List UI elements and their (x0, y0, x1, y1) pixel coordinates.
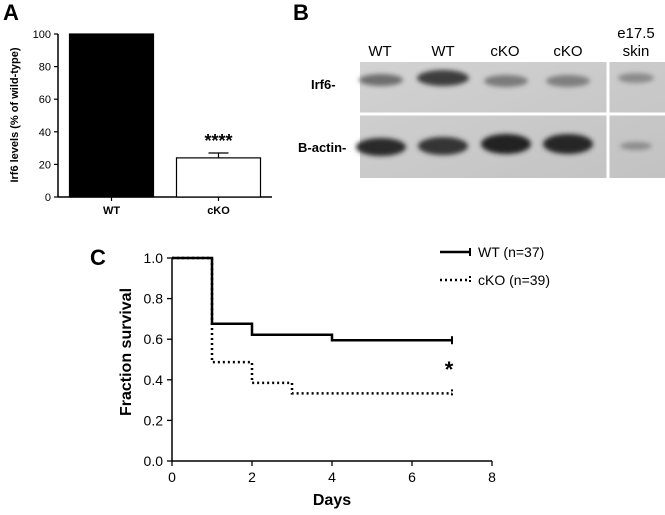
y-axis-label-a: Irf6 levels (% of wild-type) (9, 47, 21, 182)
significance-c: * (445, 357, 454, 382)
y-tick-label-c: 1.0 (144, 250, 164, 266)
legend-label-cko: cKO (n=39) (478, 272, 550, 288)
category-label: cKO (207, 205, 230, 217)
panel-c-label: C (90, 245, 106, 270)
band-actin-skin (620, 142, 652, 150)
panel-a-label: A (3, 0, 19, 25)
y-axis-label-c: Fraction survival (118, 288, 135, 416)
band-irf6-1 (359, 74, 403, 86)
band-actin-1 (356, 138, 406, 156)
lane-label-skin-2: skin (623, 43, 650, 60)
band-irf6-3 (484, 75, 528, 87)
legend-c: WT (n=37) cKO (n=39) (440, 244, 550, 288)
panel-b-label: B (293, 0, 309, 25)
lane-label-3: cKO (490, 43, 519, 60)
y-tick-label-a: 60 (39, 94, 51, 106)
lane-label-skin-1: e17.5 (617, 25, 655, 42)
row-label-irf6: Irf6- (311, 77, 336, 92)
x-tick-label-c: 0 (168, 469, 176, 485)
x-tick-label-c: 6 (408, 469, 416, 485)
survival-chart-c: Fraction survival Days * WT (n=37) cKO (… (118, 244, 550, 509)
y-tick-label-a: 40 (39, 127, 51, 139)
legend-label-wt: WT (n=37) (478, 244, 544, 260)
bar (175, 157, 262, 198)
bar (68, 33, 155, 198)
y-tick-label-c: 0.2 (144, 412, 164, 428)
row-label-actin: B-actin- (298, 140, 346, 155)
band-actin-4 (543, 134, 593, 154)
band-irf6-skin (618, 73, 654, 83)
y-tick-label-c: 0.4 (144, 372, 164, 388)
y-tick-label-c: 0.6 (144, 331, 164, 347)
y-tick-label-c: 0.0 (144, 453, 164, 469)
bar-chart-a: Irf6 levels (% of wild-type) 0 20 40 60 80 10… (9, 29, 272, 217)
y-tick-label-a: 0 (45, 192, 51, 204)
category-label: WT (103, 205, 120, 217)
lane-label-1: WT (368, 43, 391, 60)
significance-a: **** (204, 131, 232, 151)
lane-label-4: cKO (553, 43, 582, 60)
band-irf6-2 (417, 70, 469, 86)
series-line-cko (172, 256, 452, 395)
x-axis-label-c: Days (313, 492, 351, 509)
band-actin-3 (481, 134, 531, 154)
y-tick-label-a: 20 (39, 159, 51, 171)
series-line-wt (172, 256, 452, 342)
band-irf6-4 (546, 75, 590, 87)
lane-label-2: WT (431, 43, 454, 60)
y-tick-label-c: 0.8 (144, 291, 164, 307)
x-tick-label-c: 2 (248, 469, 256, 485)
x-tick-label-c: 8 (488, 469, 496, 485)
x-tick-label-c: 4 (328, 469, 336, 485)
y-tick-label-a: 80 (39, 62, 51, 74)
y-tick-label-a: 100 (33, 29, 51, 41)
band-actin-2 (418, 137, 468, 155)
western-blot: WT WT cKO cKO e17.5 skin Irf6- B-actin- (298, 25, 665, 178)
